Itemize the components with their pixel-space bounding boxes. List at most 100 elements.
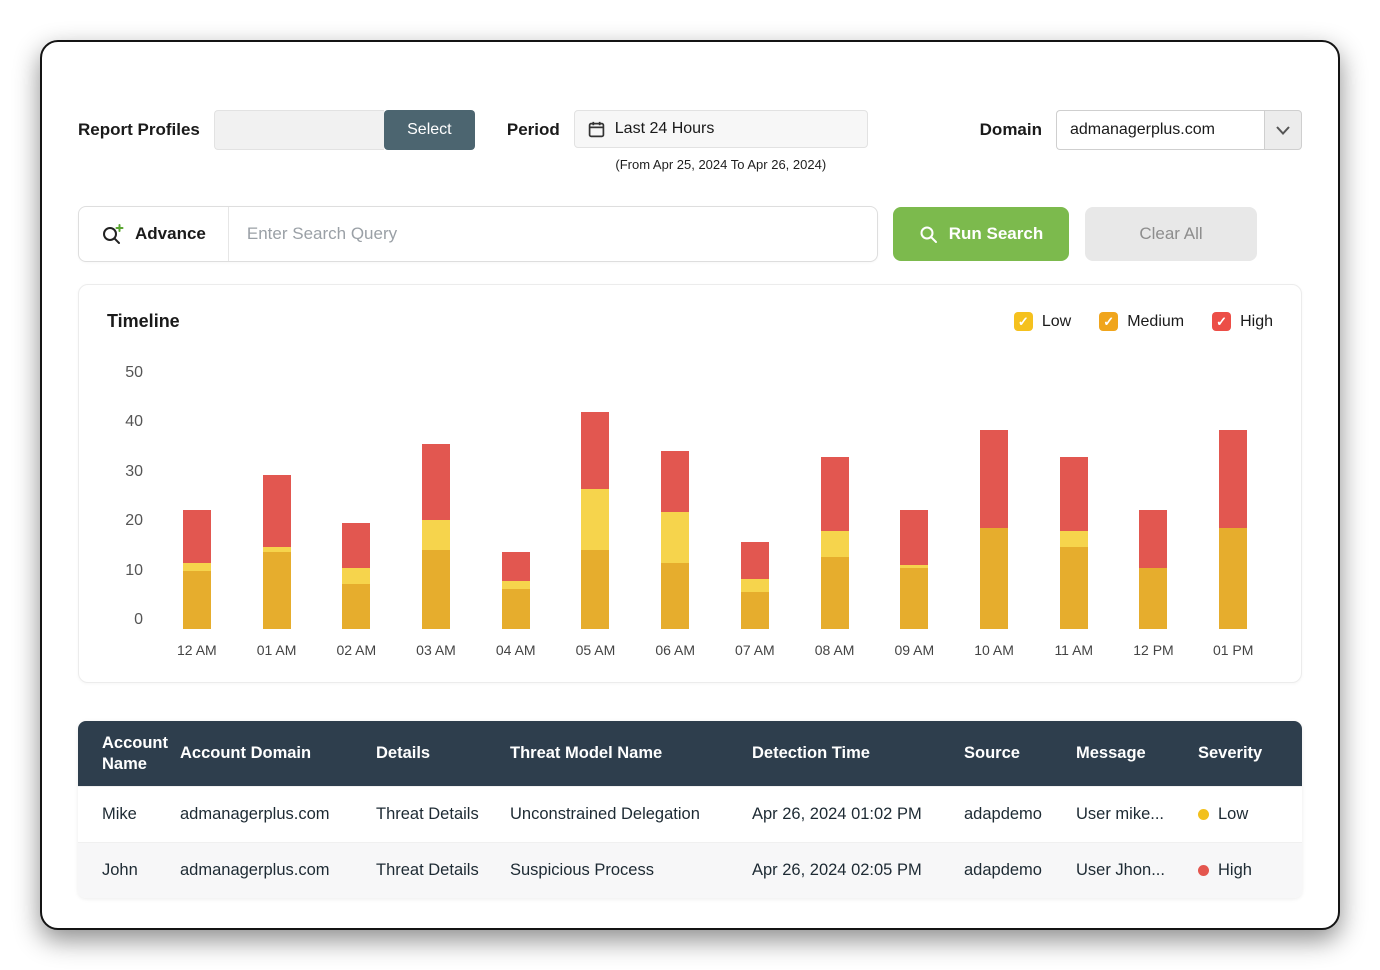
cell-threat_model: Unconstrained Delegation	[510, 805, 700, 824]
timeline-card: Timeline ✓ Low ✓ Medium ✓ High 50 40 30 20 10 0 12…	[78, 284, 1302, 683]
bar-column	[874, 364, 954, 629]
bar-stack	[581, 411, 610, 629]
period-value: Last 24 Hours	[614, 120, 715, 137]
y-axis-label: 40	[125, 413, 143, 431]
threats-table: Account Name Account Domain Details Threat …	[78, 721, 1302, 899]
bar-segment-low	[1059, 546, 1088, 629]
legend-checkbox-high[interactable]: ✓	[1212, 312, 1232, 331]
bar-column	[316, 364, 396, 629]
x-axis-label: 12 AM	[177, 642, 217, 658]
x-axis-label: 07 AM	[735, 642, 775, 658]
bar-stack	[342, 523, 371, 629]
cell-account_domain: admanagerplus.com	[180, 861, 330, 880]
bars	[157, 364, 1273, 629]
select-button[interactable]: Select	[383, 110, 475, 150]
bar-segment-high	[900, 509, 929, 566]
severity-dot	[1198, 809, 1209, 821]
legend-checkbox-low[interactable]: ✓	[1013, 312, 1033, 331]
legend-label: Medium	[1127, 312, 1185, 330]
period-selector[interactable]: Last 24 Hours	[573, 110, 868, 148]
legend-item-medium: ✓ Medium	[1099, 312, 1184, 331]
search-icon	[919, 225, 938, 244]
bar-segment-low	[1219, 528, 1248, 629]
bar-column	[556, 364, 636, 629]
bar-stack	[262, 475, 291, 629]
run-search-button[interactable]: Run Search	[893, 207, 1069, 261]
clear-all-button[interactable]: Clear All	[1085, 207, 1257, 261]
y-axis-label: 50	[125, 364, 143, 381]
bar-stack	[740, 541, 769, 629]
search-bar: Advance Run Search Clear All	[78, 206, 1302, 262]
bar-segment-high	[1219, 430, 1248, 529]
cell-detection_time: Apr 26, 2024 01:02 PM	[752, 805, 922, 824]
legend-checkbox-medium[interactable]: ✓	[1099, 312, 1119, 331]
bar-segment-medium	[661, 512, 690, 563]
chevron-down-icon[interactable]	[1264, 110, 1302, 150]
report-profile-input[interactable]	[213, 110, 384, 150]
bar-stack	[900, 509, 929, 629]
cell-message: User mike...	[1076, 805, 1165, 824]
bar-segment-high	[342, 523, 371, 569]
bar-segment-high	[262, 475, 291, 547]
severity-badge: Low	[1188, 787, 1302, 842]
filters-bar: Report Profiles Select Period Last 24 Ho…	[78, 42, 1302, 172]
bar-segment-low	[342, 583, 371, 629]
bar-segment-high	[661, 451, 690, 513]
bar-segment-high	[182, 509, 211, 563]
bar-segment-low	[661, 562, 690, 629]
cell-source: adapdemo	[964, 805, 1042, 824]
bar-stack	[1219, 430, 1248, 629]
bar-segment-medium	[900, 565, 929, 569]
bar-segment-medium	[1059, 530, 1088, 547]
bar-segment-medium	[422, 520, 451, 550]
period-group: Period Last 24 Hours (From Apr 25, 2024 …	[507, 110, 868, 172]
x-axis-label: 01 AM	[256, 642, 297, 658]
column-header-message: Message	[1076, 744, 1146, 763]
domain-value: admanagerplus.com	[1056, 110, 1264, 150]
bar-segment-medium	[501, 581, 530, 590]
bar-segment-low	[820, 557, 849, 629]
table-header: Account Name Account Domain Details Threat …	[78, 721, 1302, 787]
bar-segment-medium	[820, 530, 849, 558]
bar-segment-low	[501, 589, 530, 629]
bar-segment-medium	[581, 488, 610, 550]
bar-segment-medium	[262, 546, 291, 553]
app-window: Report Profiles Select Period Last 24 Ho…	[40, 40, 1340, 930]
domain-select[interactable]: admanagerplus.com	[1056, 110, 1302, 150]
run-search-label: Run Search	[948, 224, 1044, 243]
legend-label: Low	[1041, 312, 1072, 330]
bar-segment-low	[1139, 568, 1168, 629]
bar-column	[635, 364, 715, 629]
cell-account_name: John	[102, 861, 138, 880]
bar-column	[1193, 364, 1273, 629]
period-label: Period	[506, 120, 560, 139]
cell-source: adapdemo	[964, 861, 1042, 880]
bar-column	[954, 364, 1034, 629]
bar-segment-medium	[342, 568, 371, 584]
bar-segment-low	[980, 528, 1009, 629]
cell-detection_time: Apr 26, 2024 02:05 PM	[752, 861, 922, 880]
x-axis-label: 08 AM	[814, 642, 855, 658]
legend-label: High	[1240, 312, 1273, 330]
bar-column	[715, 364, 795, 629]
cell-details[interactable]: Threat Details	[376, 861, 479, 880]
search-input[interactable]	[228, 207, 877, 261]
cell-threat_model: Suspicious Process	[510, 861, 654, 880]
cell-details[interactable]: Threat Details	[376, 805, 479, 824]
column-header-source: Source	[964, 744, 1020, 763]
table-row: John admanagerplus.com Threat Details Suspi…	[78, 842, 1302, 899]
advance-label: Advance	[135, 224, 206, 243]
bar-segment-high	[422, 443, 451, 521]
bar-segment-low	[740, 591, 769, 629]
bar-column	[476, 364, 556, 629]
domain-group: Domain admanagerplus.com	[980, 110, 1302, 150]
bar-segment-high	[501, 552, 530, 582]
advance-button[interactable]: Advance	[79, 207, 229, 261]
bar-segment-high	[740, 541, 769, 579]
advanced-search-icon	[101, 223, 124, 245]
bar-stack	[182, 509, 211, 629]
search-box: Advance	[78, 206, 878, 262]
bar-stack	[501, 552, 530, 629]
x-axis-label: 02 AM	[336, 642, 377, 658]
bar-stack	[980, 430, 1009, 629]
